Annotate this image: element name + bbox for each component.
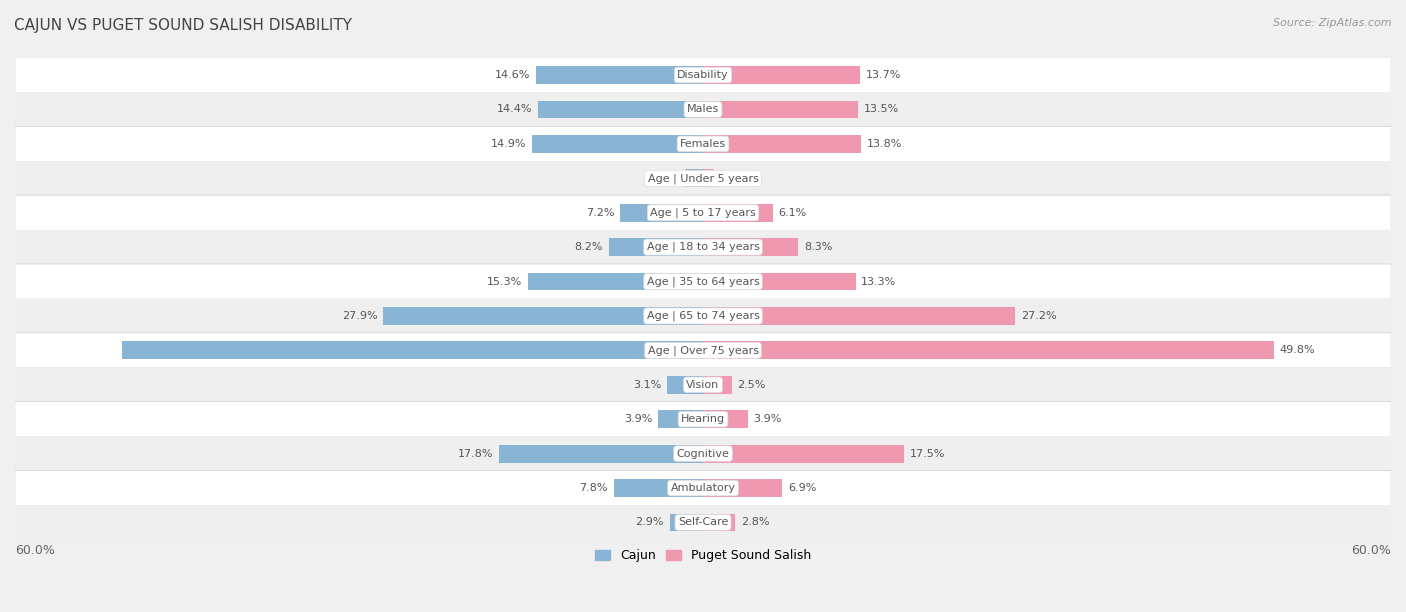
Bar xyxy=(685,170,703,187)
Text: Hearing: Hearing xyxy=(681,414,725,424)
Text: 6.9%: 6.9% xyxy=(787,483,817,493)
Bar xyxy=(15,230,1391,264)
Text: 8.3%: 8.3% xyxy=(804,242,832,252)
Text: 1.6%: 1.6% xyxy=(651,173,679,184)
Text: 13.3%: 13.3% xyxy=(862,277,897,286)
Text: 27.2%: 27.2% xyxy=(1021,311,1056,321)
Bar xyxy=(668,376,703,394)
Text: 14.9%: 14.9% xyxy=(491,139,526,149)
Text: 17.5%: 17.5% xyxy=(910,449,945,458)
Bar xyxy=(527,272,703,291)
FancyBboxPatch shape xyxy=(15,401,1391,437)
Bar xyxy=(531,135,703,153)
Text: Self-Care: Self-Care xyxy=(678,518,728,528)
Text: 3.9%: 3.9% xyxy=(754,414,782,424)
Bar xyxy=(703,376,731,394)
Bar xyxy=(703,341,1274,359)
Bar xyxy=(703,445,904,463)
Bar xyxy=(122,341,703,359)
FancyBboxPatch shape xyxy=(15,333,1391,368)
Bar xyxy=(536,66,703,84)
Text: 2.8%: 2.8% xyxy=(741,518,769,528)
Text: Females: Females xyxy=(681,139,725,149)
Text: 0.97%: 0.97% xyxy=(720,173,755,184)
Text: 7.8%: 7.8% xyxy=(579,483,607,493)
Text: Age | 35 to 64 years: Age | 35 to 64 years xyxy=(647,276,759,287)
Bar xyxy=(15,161,1391,195)
Text: Disability: Disability xyxy=(678,70,728,80)
Text: Age | Over 75 years: Age | Over 75 years xyxy=(648,345,758,356)
Text: Cognitive: Cognitive xyxy=(676,449,730,458)
Text: 7.2%: 7.2% xyxy=(586,207,614,218)
Text: Vision: Vision xyxy=(686,380,720,390)
Text: 2.5%: 2.5% xyxy=(737,380,766,390)
Text: 60.0%: 60.0% xyxy=(15,544,55,557)
FancyBboxPatch shape xyxy=(15,471,1391,506)
Text: Ambulatory: Ambulatory xyxy=(671,483,735,493)
Bar xyxy=(703,66,860,84)
Text: Age | 65 to 74 years: Age | 65 to 74 years xyxy=(647,311,759,321)
Bar xyxy=(15,299,1391,333)
Text: 50.7%: 50.7% xyxy=(21,345,59,356)
Text: Age | Under 5 years: Age | Under 5 years xyxy=(648,173,758,184)
Bar xyxy=(382,307,703,325)
Bar xyxy=(703,410,748,428)
Legend: Cajun, Puget Sound Salish: Cajun, Puget Sound Salish xyxy=(591,544,815,567)
Bar xyxy=(703,135,862,153)
Bar xyxy=(613,479,703,497)
Text: Age | 18 to 34 years: Age | 18 to 34 years xyxy=(647,242,759,252)
Bar xyxy=(620,204,703,222)
Text: 8.2%: 8.2% xyxy=(575,242,603,252)
Text: Males: Males xyxy=(688,105,718,114)
Text: 14.4%: 14.4% xyxy=(496,105,531,114)
Text: 49.8%: 49.8% xyxy=(1279,345,1316,356)
FancyBboxPatch shape xyxy=(15,58,1391,92)
Text: 60.0%: 60.0% xyxy=(1351,544,1391,557)
Bar xyxy=(703,307,1015,325)
Text: 13.8%: 13.8% xyxy=(868,139,903,149)
Text: 3.1%: 3.1% xyxy=(634,380,662,390)
Bar xyxy=(703,513,735,531)
Text: Age | 5 to 17 years: Age | 5 to 17 years xyxy=(650,207,756,218)
Text: 13.7%: 13.7% xyxy=(866,70,901,80)
Bar xyxy=(703,100,858,118)
Bar xyxy=(499,445,703,463)
Text: 2.9%: 2.9% xyxy=(636,518,664,528)
Bar xyxy=(703,238,799,256)
Bar xyxy=(15,92,1391,127)
Bar xyxy=(703,479,782,497)
Text: 13.5%: 13.5% xyxy=(863,105,898,114)
Text: 15.3%: 15.3% xyxy=(486,277,522,286)
Text: 14.6%: 14.6% xyxy=(495,70,530,80)
Bar xyxy=(15,506,1391,540)
Bar xyxy=(658,410,703,428)
Text: 6.1%: 6.1% xyxy=(779,207,807,218)
Text: 17.8%: 17.8% xyxy=(458,449,494,458)
FancyBboxPatch shape xyxy=(15,195,1391,230)
Text: CAJUN VS PUGET SOUND SALISH DISABILITY: CAJUN VS PUGET SOUND SALISH DISABILITY xyxy=(14,18,352,34)
Bar xyxy=(703,204,773,222)
Bar xyxy=(609,238,703,256)
Bar xyxy=(538,100,703,118)
Text: 3.9%: 3.9% xyxy=(624,414,652,424)
Bar xyxy=(15,436,1391,471)
Text: 27.9%: 27.9% xyxy=(342,311,377,321)
Bar xyxy=(703,272,855,291)
FancyBboxPatch shape xyxy=(15,126,1391,162)
Text: Source: ZipAtlas.com: Source: ZipAtlas.com xyxy=(1274,18,1392,28)
Bar xyxy=(703,170,714,187)
FancyBboxPatch shape xyxy=(15,264,1391,299)
Bar xyxy=(15,368,1391,402)
Bar xyxy=(669,513,703,531)
